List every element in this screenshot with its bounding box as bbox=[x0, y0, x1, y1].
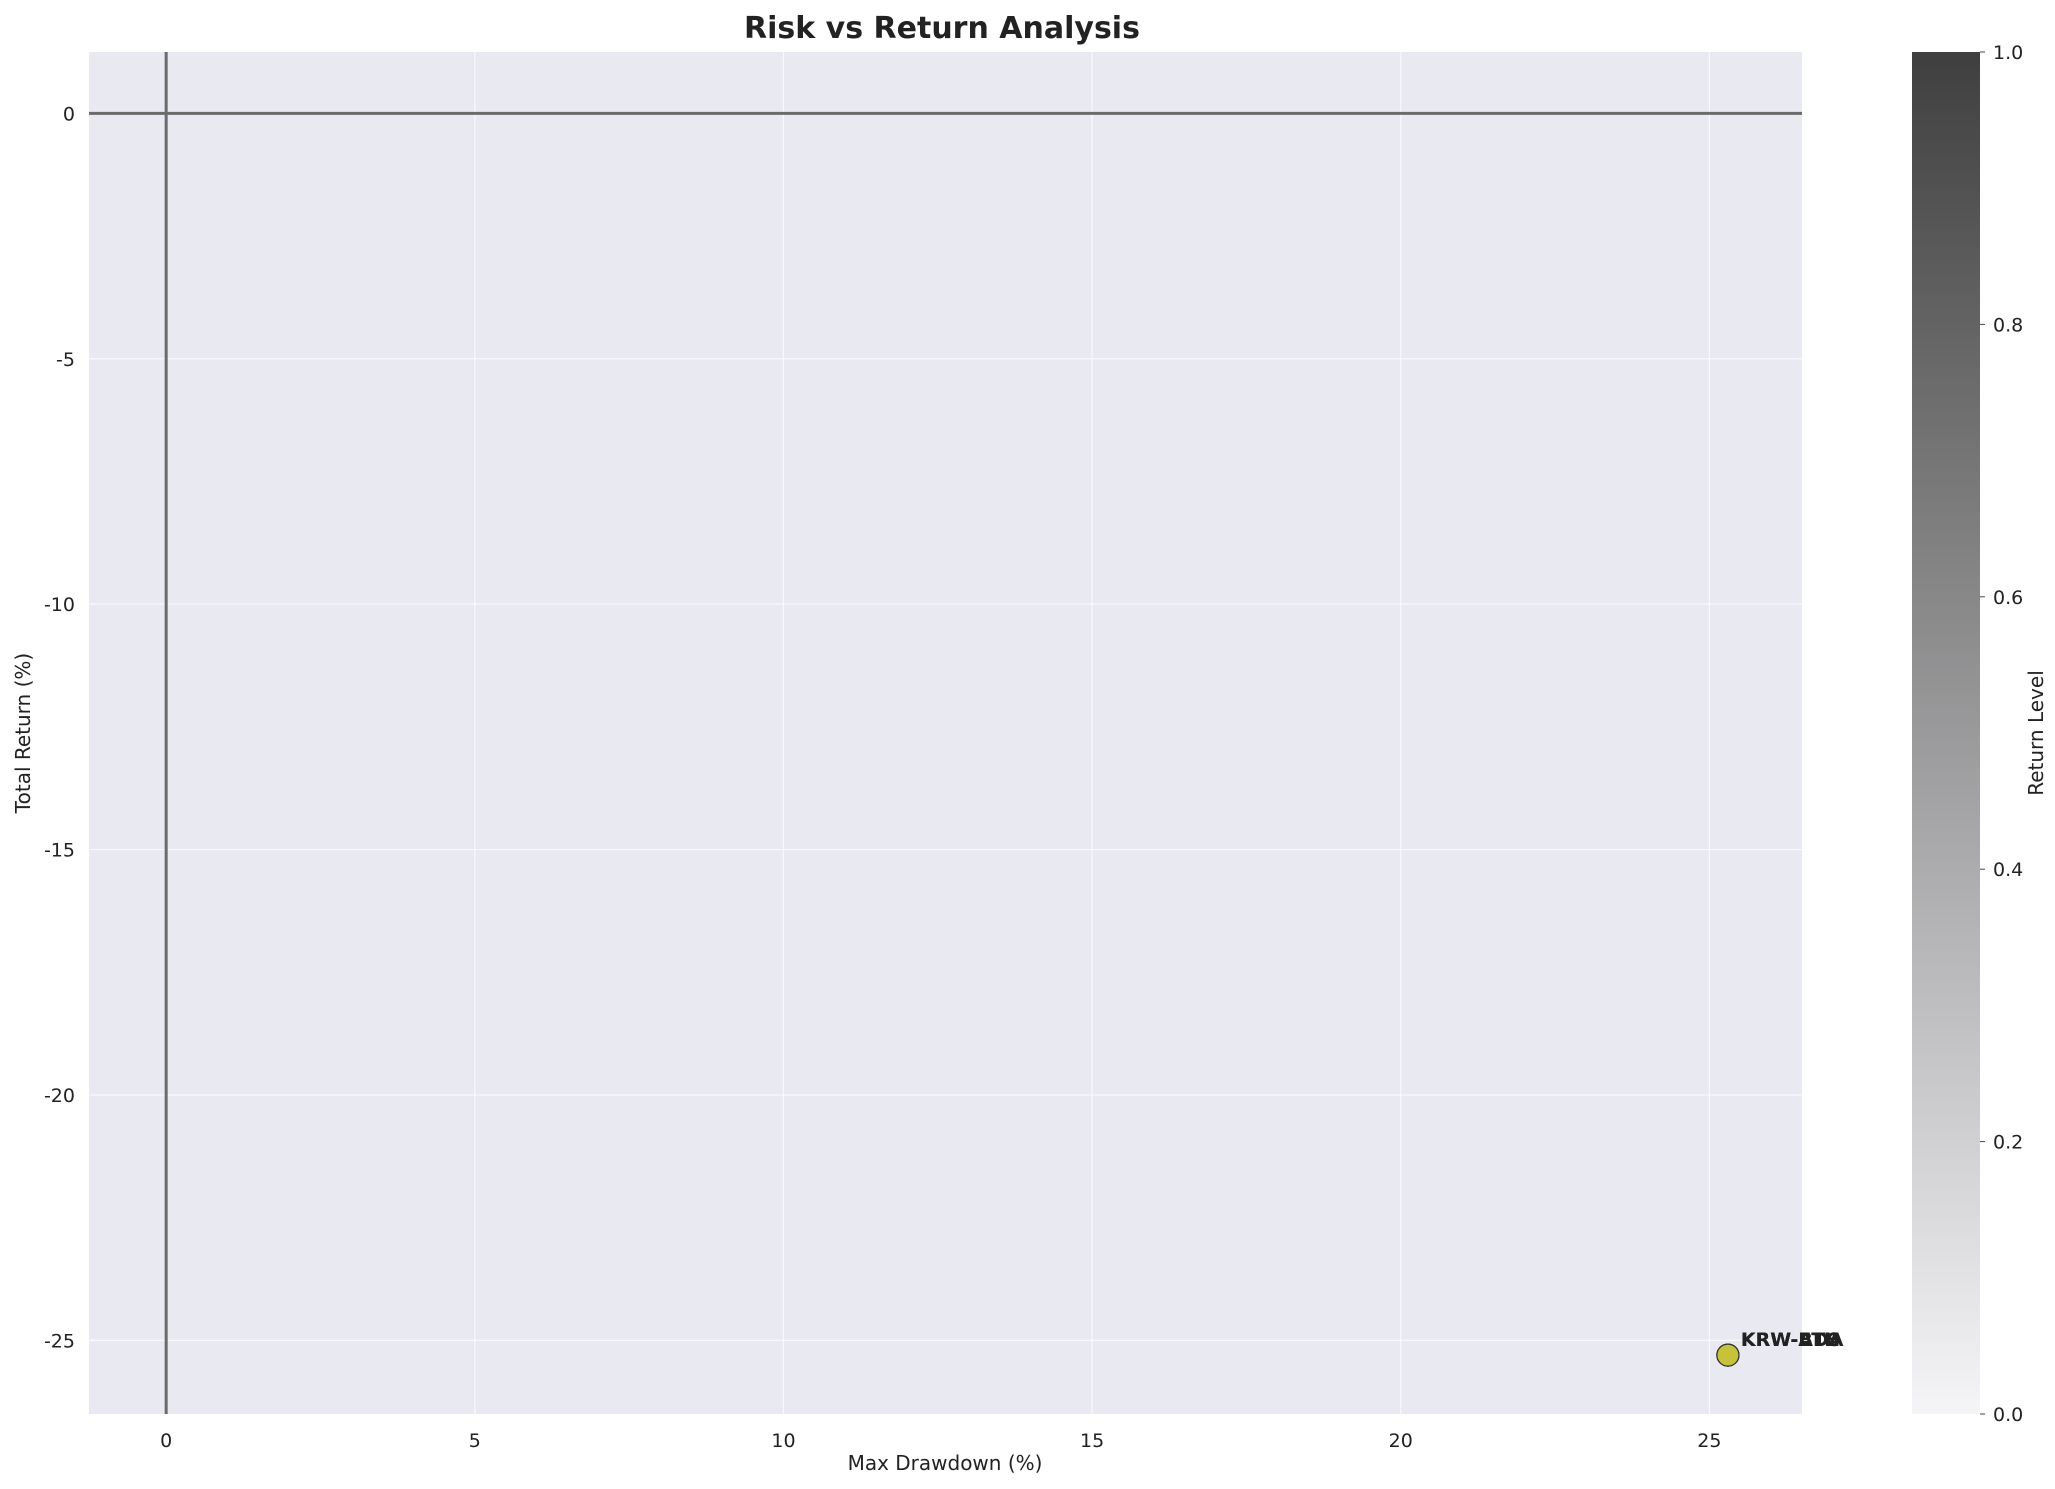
y-axis-label: Total Return (%) bbox=[11, 653, 35, 814]
reference-lines bbox=[89, 52, 1802, 1414]
chart-title: Risk vs Return Analysis bbox=[744, 11, 1140, 46]
y-axis-ticks: 0 -5 -10 -15 -20 -25 bbox=[44, 103, 75, 1352]
x-tick-label: 15 bbox=[1080, 1430, 1104, 1452]
colorbar-tick-label: 1.0 bbox=[1993, 42, 2023, 64]
data-point bbox=[1716, 1343, 1740, 1367]
plot-area bbox=[89, 52, 1802, 1414]
y-tick-label: -15 bbox=[44, 840, 75, 862]
colorbar-tick-label: 0.6 bbox=[1993, 587, 2023, 609]
point-label: KRW-ETH bbox=[1741, 1329, 1840, 1351]
y-tick-label: -10 bbox=[44, 594, 75, 616]
x-tick-label: 5 bbox=[469, 1430, 481, 1452]
y-tick-label: -25 bbox=[44, 1330, 75, 1352]
y-tick-label: -5 bbox=[56, 349, 75, 371]
colorbar-tick-label: 0.0 bbox=[1993, 1404, 2023, 1426]
point-label: KRW-ADA bbox=[1741, 1329, 1844, 1351]
colorbar bbox=[1912, 52, 1980, 1414]
y-tick-label: 0 bbox=[63, 103, 75, 125]
y-tick-label: -20 bbox=[44, 1085, 75, 1107]
colorbar-tick-label: 0.4 bbox=[1993, 859, 2023, 881]
colorbar-tick-label: 0.2 bbox=[1993, 1132, 2023, 1154]
colorbar-label: Return Level bbox=[2024, 670, 2048, 796]
x-axis-ticks: 0 5 10 15 20 25 bbox=[160, 1430, 1721, 1452]
colorbar-tick-label: 0.8 bbox=[1993, 314, 2023, 336]
colorbar-ticks: 0.0 0.2 0.4 0.6 0.8 1.0 bbox=[1980, 42, 2023, 1426]
x-tick-label: 20 bbox=[1389, 1430, 1413, 1452]
x-tick-label: 0 bbox=[160, 1430, 172, 1452]
x-axis-label: Max Drawdown (%) bbox=[848, 1451, 1043, 1475]
point-label: KRW-BTC bbox=[1741, 1329, 1840, 1351]
x-tick-label: 10 bbox=[771, 1430, 795, 1452]
x-tick-label: 25 bbox=[1697, 1430, 1721, 1452]
